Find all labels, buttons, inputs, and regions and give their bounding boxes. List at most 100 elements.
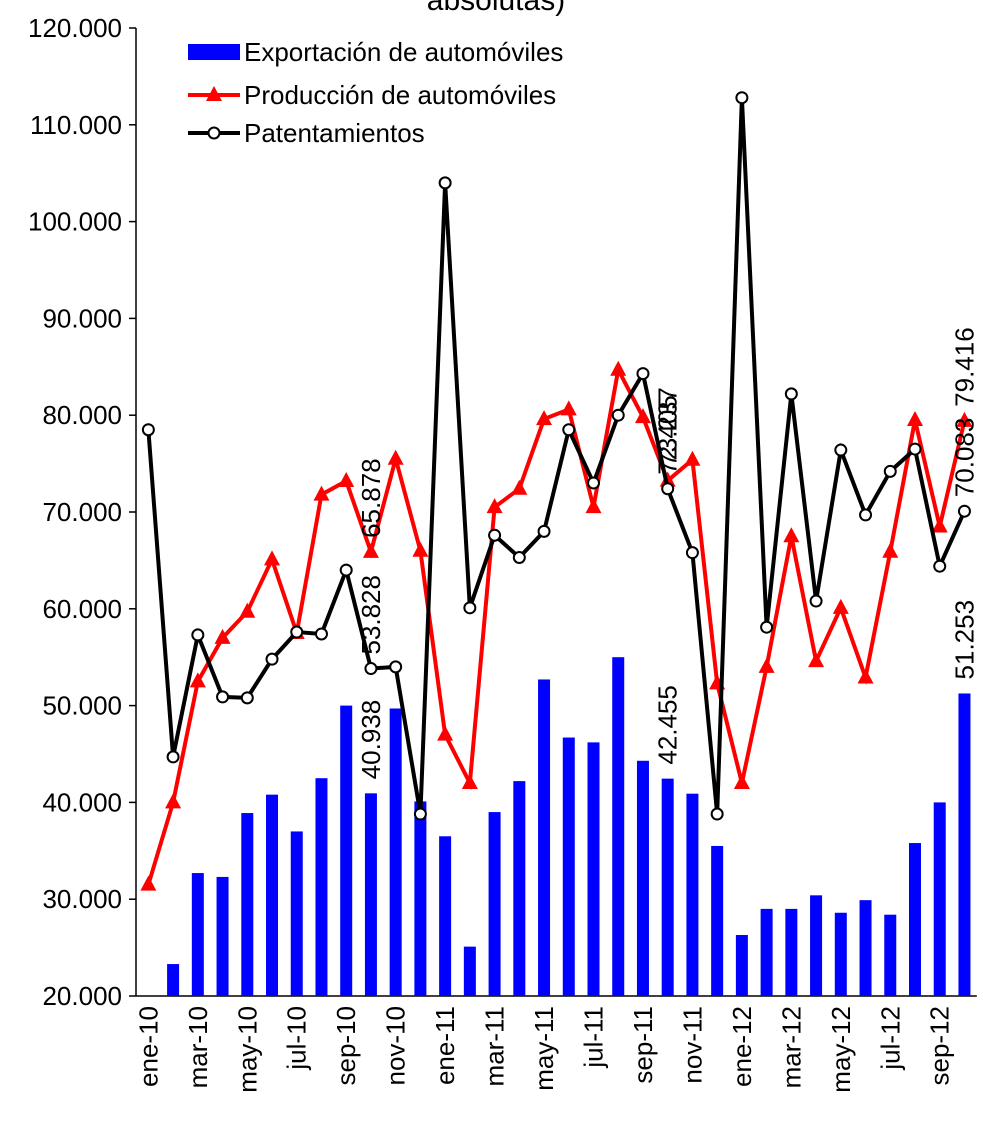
marker [587, 476, 601, 490]
y-tick-label: 40.000 [42, 787, 122, 817]
bar [661, 778, 674, 996]
y-tick-label: 60.000 [42, 594, 122, 624]
marker [165, 793, 182, 809]
bar [562, 737, 575, 996]
bar [711, 845, 724, 996]
x-tick-label: sep-10 [331, 1006, 361, 1086]
marker [511, 479, 528, 495]
bar [884, 914, 897, 996]
marker [685, 546, 699, 560]
y-tick-label: 110.000 [30, 110, 122, 140]
bar [439, 836, 452, 996]
value-label: 79.416 [949, 327, 979, 407]
marker [760, 620, 774, 634]
bar [463, 946, 476, 996]
marker [413, 807, 427, 821]
marker [758, 657, 775, 673]
y-tick-label: 70.000 [42, 497, 122, 527]
value-label: 72.405 [653, 395, 683, 475]
value-label: 53.828 [356, 575, 386, 655]
marker [883, 464, 897, 478]
marker [461, 774, 478, 790]
line [146, 363, 967, 886]
bar [290, 831, 303, 996]
x-tick-label: ene-12 [727, 1006, 757, 1087]
marker [438, 176, 452, 190]
marker [537, 524, 551, 538]
bar [488, 812, 501, 996]
bar [340, 705, 353, 996]
value-label: 42.455 [653, 685, 683, 765]
bar [933, 802, 946, 996]
y-tick-label: 30.000 [42, 884, 122, 914]
bar [859, 900, 872, 996]
x-tick-label: may-11 [529, 1006, 559, 1091]
y-tick-label: 120.000 [28, 13, 122, 43]
marker [264, 550, 281, 566]
marker [834, 443, 848, 457]
marker [636, 367, 650, 381]
marker [710, 807, 724, 821]
x-tick-label: mar-10 [183, 1006, 213, 1088]
x-tick-label: ene-10 [133, 1006, 163, 1087]
marker [290, 625, 304, 639]
marker [191, 628, 205, 642]
marker [634, 408, 651, 424]
marker [562, 423, 576, 437]
bar [191, 873, 204, 996]
marker [216, 690, 230, 704]
y-tick-label: 80.000 [42, 400, 122, 430]
marker [239, 602, 256, 618]
marker [364, 662, 378, 676]
marker [809, 594, 823, 608]
bar [587, 742, 600, 996]
bar [538, 679, 551, 996]
bar [414, 801, 427, 996]
marker [339, 563, 353, 577]
marker [661, 482, 675, 496]
bar [266, 794, 279, 996]
marker [908, 442, 922, 456]
bar [513, 781, 526, 996]
marker [214, 628, 231, 644]
bar [389, 708, 402, 996]
x-tick-label: mar-11 [480, 1006, 510, 1086]
x-tick-label: sep-11 [628, 1006, 658, 1084]
bar [810, 895, 823, 996]
legend-label: Patentamientos [244, 118, 425, 148]
legend-label: Producción de automóviles [244, 80, 556, 110]
bar [785, 908, 798, 996]
marker [735, 91, 749, 105]
marker [265, 652, 279, 666]
x-tick-label: may-10 [232, 1006, 262, 1093]
x-tick-label: ene-11 [430, 1006, 460, 1085]
chart-title: absolutas) [427, 0, 565, 17]
bar [612, 657, 625, 996]
bar [958, 693, 971, 996]
y-tick-label: 100.000 [28, 207, 122, 237]
marker [610, 360, 627, 376]
y-tick-label: 50.000 [42, 691, 122, 721]
marker [536, 410, 553, 426]
bar [834, 912, 847, 996]
x-tick-label: mar-12 [776, 1006, 806, 1088]
marker [684, 450, 701, 466]
marker [733, 774, 750, 790]
marker [956, 411, 973, 427]
x-tick-label: nov-10 [381, 1006, 411, 1086]
marker [857, 668, 874, 684]
x-tick-label: jul-11 [579, 1006, 609, 1069]
x-tick-label: may-12 [826, 1006, 856, 1093]
marker [389, 660, 403, 674]
bar [167, 964, 180, 996]
line [146, 97, 967, 815]
marker [783, 527, 800, 543]
marker [338, 472, 355, 488]
marker [512, 550, 526, 564]
value-label: 51.253 [949, 600, 979, 680]
marker [882, 542, 899, 558]
y-tick-label: 90.000 [42, 303, 122, 333]
marker [784, 387, 798, 401]
marker [387, 449, 404, 465]
